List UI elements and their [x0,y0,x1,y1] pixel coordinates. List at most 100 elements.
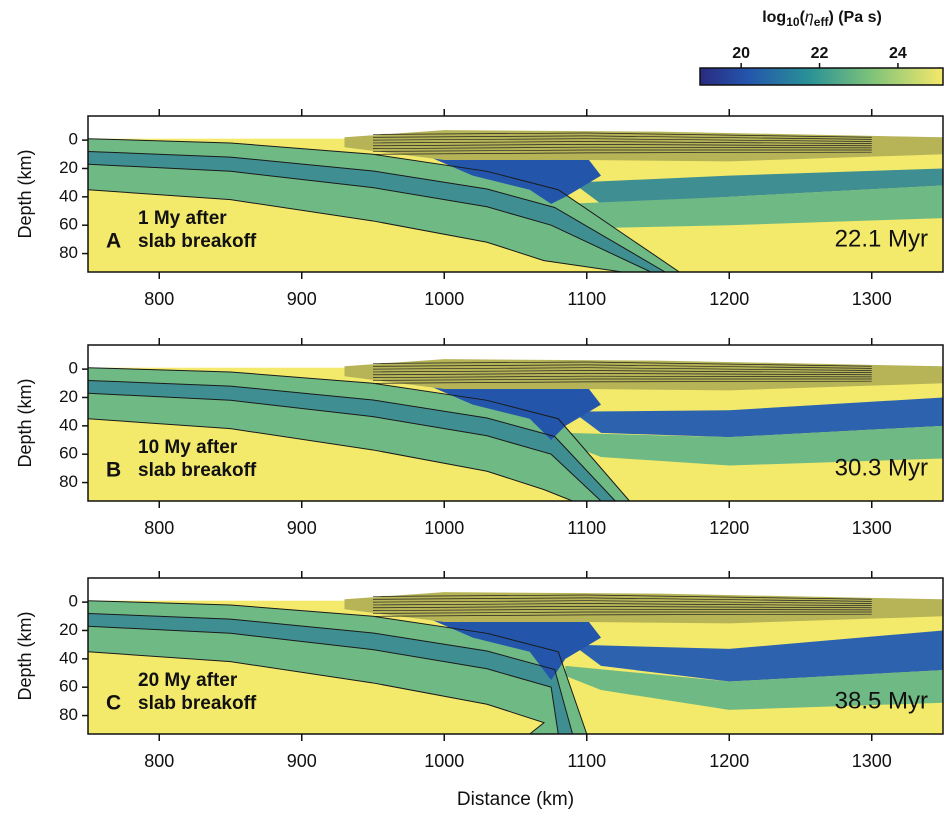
y-tick-label: 60 [59,215,78,234]
colorbar-title-part: ) (Pa s) [828,9,881,26]
crust-contour [372,375,872,378]
model-time: 30.3 Myr [835,454,928,481]
viscosity-field [88,345,943,501]
crust-contour [372,378,872,381]
contour [88,651,546,734]
contour [88,612,573,734]
overriding-plate [565,185,943,229]
crust-contour [372,594,872,600]
x-tick-label: 1200 [709,518,749,538]
overriding-weak [572,168,943,204]
y-tick-label: 40 [59,186,78,205]
crust-contour [372,370,872,374]
colorbar-tick-label: 22 [811,45,829,62]
crust-contour [372,367,872,371]
y-tick-label: 20 [59,387,78,406]
overriding-weak [572,630,943,682]
y-tick-label: 80 [59,472,78,491]
crust-contour [372,364,872,369]
slab [88,600,587,734]
panel-annotation: 1 My after [138,208,227,229]
crust-contour [372,138,872,142]
y-tick-label: 60 [59,444,78,463]
wedge [430,380,601,441]
crust-contour [372,135,872,140]
slab-core [88,380,616,501]
crust-contour [372,132,872,138]
x-tick-label: 900 [287,289,317,309]
colorbar-title-part: η [805,9,814,26]
x-tick-label: 1000 [424,751,464,771]
crust-contour [372,611,872,614]
y-axis-label: Depth (km) [15,149,35,238]
crust-contour [372,600,872,604]
slab-core [88,151,666,272]
colorbar-title-part: 10 [786,15,800,29]
x-tick-label: 800 [144,751,174,771]
panel: 800 900 1000 1100 1200 1300 0 20 40 60 80 Depth (km… [15,571,944,810]
frame [87,115,944,273]
contour [88,163,652,272]
x-tick-label: 1100 [567,751,606,771]
crust-contour [372,146,872,149]
crust-contour [372,361,872,367]
crust-contour [372,608,872,611]
panel-letter: B [106,459,121,482]
y-axis-label: Depth (km) [15,611,35,700]
viscosity-field [88,578,943,734]
crust-contour [372,144,872,147]
panel-letter: A [106,230,121,253]
overriding-plate [565,425,943,466]
panel: 800 900 1000 1100 1200 1300 0 20 40 60 80 Depth (km… [15,338,944,538]
y-tick-label: 20 [59,158,78,177]
contour [88,392,602,501]
x-axis-label: Distance (km) [457,789,574,810]
x-tick-label: 1300 [852,751,892,771]
x-tick-label: 900 [287,751,317,771]
air [88,116,943,139]
crust-contour [372,141,872,145]
frame [87,344,944,502]
y-tick-label: 40 [59,648,78,667]
crust-contour [372,613,872,617]
colorbar-title-part: log [762,9,786,26]
contour [88,150,666,272]
colorbar-tick-label: 20 [732,45,750,62]
y-tick-label: 0 [69,359,78,378]
x-tick-label: 1200 [709,289,749,309]
y-tick-label: 0 [69,592,78,611]
crust-contour [372,606,872,609]
colorbar-title: log10(ηeff) (Pa s) [762,9,882,29]
y-axis-label: Depth (km) [15,378,35,467]
slab [88,367,630,501]
frame [87,577,944,735]
model-time: 22.1 Myr [835,225,928,252]
colorbar-title-part: eff [814,15,830,29]
colorbar [699,67,944,86]
y-tick-label: 80 [59,243,78,262]
x-tick-label: 800 [144,518,174,538]
colorbar-tick-label: 24 [889,45,907,62]
panel: 800 900 1000 1100 1200 1300 0 20 40 60 80 Depth (km… [15,109,944,309]
y-tick-label: 40 [59,415,78,434]
panel-annotation: slab breakoff [138,231,257,252]
crust-contour [372,151,872,155]
contour [88,625,559,734]
panel-annotation: slab breakoff [138,693,257,714]
slab-core [88,613,573,734]
wedge [430,151,601,204]
model-time: 38.5 Myr [835,687,928,714]
x-tick-label: 1200 [709,751,749,771]
crust-contour [372,603,872,607]
x-tick-label: 1100 [567,518,606,538]
contour [88,189,623,272]
x-tick-label: 1000 [424,518,464,538]
panel-annotation: 10 My after [138,437,238,458]
x-tick-label: 1000 [424,289,464,309]
panel-annotation: slab breakoff [138,460,257,481]
contour [88,367,630,501]
colorbar-title-part: ( [800,9,806,26]
y-tick-label: 60 [59,677,78,696]
crust-contour [372,597,872,602]
